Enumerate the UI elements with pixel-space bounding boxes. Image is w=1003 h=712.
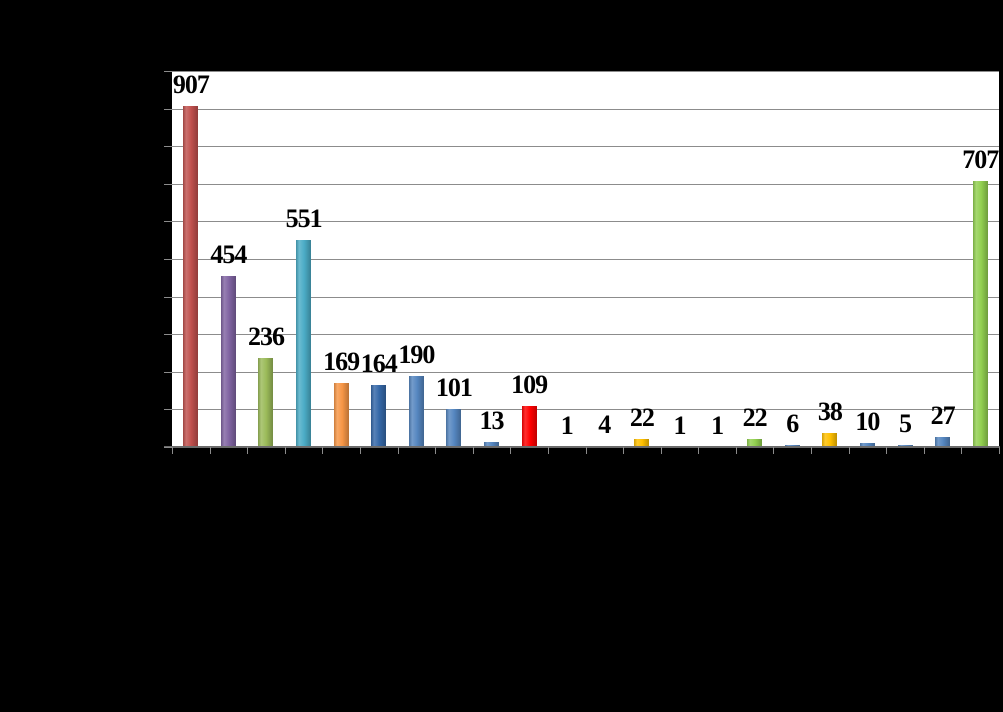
plot-area: 907 454 236 551 169 164 190 101 13 109 1 4 22 1 1 22 6 38… — [172, 71, 999, 447]
gridline — [172, 296, 999, 298]
bar-value-label: 109 — [511, 370, 548, 400]
x-axis-tick — [547, 447, 549, 454]
bar-value-label: 169 — [323, 347, 360, 377]
bar-value-label: 707 — [962, 145, 999, 175]
bar — [822, 432, 838, 447]
bar — [258, 358, 274, 447]
y-axis-tick — [164, 259, 172, 260]
bar-value-label: 164 — [360, 349, 398, 379]
x-axis-tick — [886, 447, 888, 454]
bar — [333, 383, 349, 447]
x-axis-tick — [397, 447, 399, 454]
bar — [521, 406, 537, 447]
gridline — [172, 183, 999, 185]
bar — [972, 181, 988, 447]
bar-value-label: 551 — [285, 203, 323, 233]
x-axis-tick — [247, 447, 249, 454]
bar — [859, 443, 875, 447]
x-axis-tick — [735, 447, 737, 454]
bar — [296, 239, 312, 447]
bar-value-label: 4 — [598, 409, 611, 439]
x-axis-tick — [359, 447, 361, 454]
bar-value-label: 27 — [930, 400, 956, 430]
gridline — [172, 221, 999, 223]
gridline — [172, 108, 999, 110]
x-axis-tick — [961, 447, 963, 454]
bar-value-label: 101 — [435, 373, 473, 403]
bar-value-label: 38 — [817, 396, 843, 426]
bar — [220, 276, 236, 447]
y-axis-tick — [164, 146, 172, 148]
gridline — [172, 409, 999, 411]
bar — [784, 444, 800, 447]
bar — [935, 436, 951, 447]
bar — [371, 385, 387, 447]
x-axis-tick — [660, 447, 662, 454]
x-axis-tick — [435, 447, 437, 454]
x-axis-tick — [172, 447, 173, 454]
bar-value-label: 1 — [560, 410, 574, 440]
bar — [408, 375, 424, 447]
y-axis-tick — [164, 71, 172, 72]
bar-value-label: 190 — [398, 339, 435, 369]
bar-value-label: 907 — [172, 69, 210, 99]
y-axis-tick — [164, 183, 172, 185]
y-axis-tick — [164, 221, 172, 223]
y-axis-tick — [164, 108, 172, 110]
x-axis-tick — [284, 447, 286, 454]
bar-value-label: 454 — [210, 240, 247, 270]
x-axis-tick — [209, 447, 211, 454]
y-axis-tick — [164, 409, 172, 411]
bar — [183, 105, 199, 447]
gridline — [172, 146, 999, 148]
bar-value-label: 10 — [855, 407, 880, 437]
gridline — [172, 259, 999, 260]
bar — [634, 438, 650, 447]
x-axis-tick — [623, 447, 625, 454]
x-axis-tick — [999, 447, 1000, 454]
bar — [484, 442, 500, 447]
x-axis-tick — [848, 447, 850, 454]
x-axis-tick — [811, 447, 813, 454]
bar-value-label: 22 — [629, 402, 655, 432]
bar-value-label: 13 — [479, 406, 505, 436]
y-axis-tick — [164, 296, 172, 298]
x-axis-tick — [585, 447, 587, 454]
gridline — [172, 371, 999, 373]
bar — [446, 409, 462, 447]
y-axis-tick — [164, 447, 172, 448]
x-axis-line — [164, 446, 1000, 448]
y-axis-tick — [164, 371, 172, 373]
x-axis-tick — [322, 447, 324, 454]
y-axis-tick — [164, 334, 172, 336]
gridline — [172, 334, 999, 336]
bar-value-label: 22 — [742, 402, 768, 432]
x-axis-tick — [698, 447, 700, 454]
bar-value-label: 5 — [899, 409, 912, 439]
gridline — [172, 71, 999, 72]
bar-value-label: 236 — [247, 322, 285, 352]
x-axis-tick — [773, 447, 775, 454]
bar — [747, 438, 763, 447]
bar-value-label: 1 — [711, 410, 724, 440]
bar-value-label: 1 — [673, 410, 686, 440]
bar-value-label: 6 — [786, 408, 799, 438]
x-axis-tick — [472, 447, 474, 454]
x-axis-tick — [510, 447, 512, 454]
x-axis-tick — [923, 447, 925, 454]
